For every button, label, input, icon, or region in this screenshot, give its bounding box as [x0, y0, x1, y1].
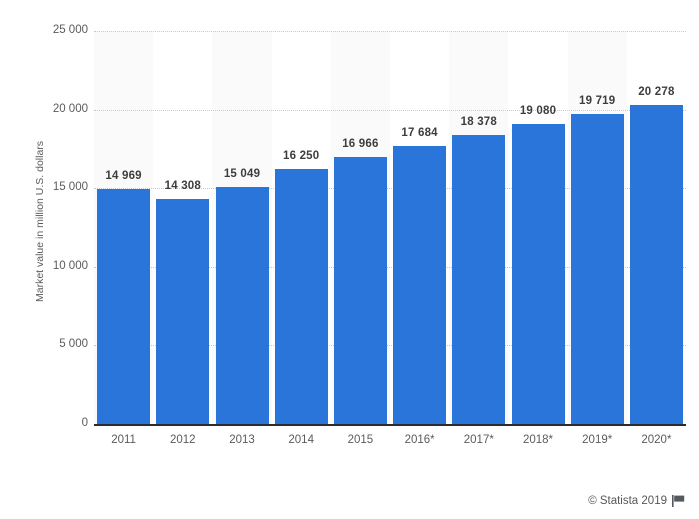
y-axis-tick-label: 0 — [81, 417, 88, 429]
bar[interactable] — [570, 114, 624, 424]
y-axis-tick-label: 25 000 — [52, 24, 88, 36]
gridline — [94, 345, 686, 347]
x-axis-tick-label: 2013 — [229, 434, 255, 446]
x-axis-line — [94, 424, 686, 426]
y-axis-tick-label: 15 000 — [52, 181, 88, 194]
bar-value-label: 16 966 — [342, 138, 379, 151]
bar[interactable] — [452, 135, 506, 424]
gridline — [94, 188, 686, 190]
bar[interactable] — [629, 105, 683, 424]
gridline — [94, 109, 686, 111]
bar-value-label: 19 080 — [519, 105, 557, 118]
bar-value-label: 16 250 — [283, 149, 320, 162]
bar-value-label: 17 684 — [401, 127, 438, 139]
x-axis-tick-label: 2018* — [522, 434, 554, 446]
bar-value-label: 14 308 — [164, 180, 201, 193]
gridline — [94, 31, 686, 32]
y-axis-tick-label: 5 000 — [59, 338, 88, 351]
bar-value-label: 15 049 — [223, 168, 261, 181]
bar[interactable] — [274, 168, 328, 424]
y-axis: Market value in million U.S. dollars 0 5 … — [18, 0, 88, 519]
x-axis-tick-label: 2020* — [641, 434, 672, 446]
bar[interactable] — [215, 187, 269, 424]
flag-icon[interactable] — [672, 495, 685, 507]
bar-value-label: 14 969 — [105, 169, 142, 182]
x-axis-tick-label: 2011 — [111, 434, 136, 446]
bar-value-label: 19 719 — [579, 95, 616, 108]
bar[interactable] — [97, 188, 151, 424]
plot-area — [94, 31, 686, 424]
gridline — [94, 266, 686, 268]
x-axis-tick-label: 2012 — [170, 434, 196, 446]
y-axis-tick-label: 20 000 — [52, 102, 88, 115]
x-axis-tick-label: 2017* — [463, 434, 494, 446]
y-axis-title: Market value in million U.S. dollars — [34, 140, 46, 302]
y-axis-tick-label: 10 000 — [52, 259, 88, 272]
chart-footer: © Statista 2019 — [588, 495, 685, 507]
copyright-text: © Statista 2019 — [588, 495, 667, 507]
x-axis-tick-label: 2019* — [582, 434, 613, 446]
x-axis-tick-label: 2016* — [404, 434, 435, 446]
bar-value-label: 20 278 — [638, 86, 675, 99]
bar-value-label: 18 378 — [460, 116, 497, 129]
x-axis-tick-label: 2014 — [288, 434, 314, 446]
bar[interactable] — [511, 124, 565, 424]
bar[interactable] — [333, 157, 387, 424]
x-axis-tick-label: 2015 — [347, 434, 374, 446]
bar[interactable] — [156, 199, 210, 424]
bar[interactable] — [393, 146, 447, 424]
